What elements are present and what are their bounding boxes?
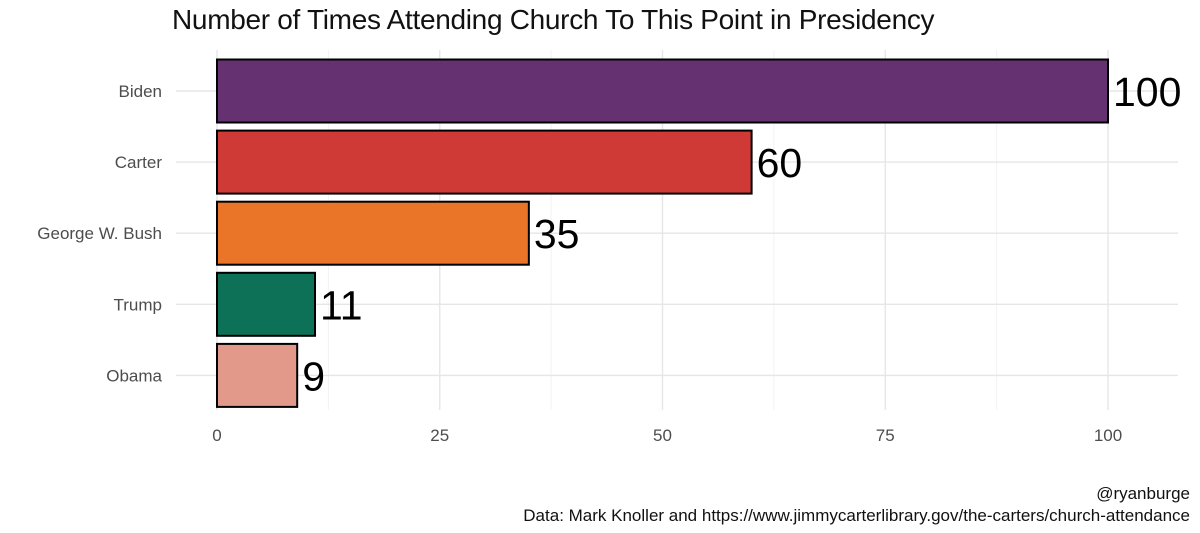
x-tick-label: 50 xyxy=(653,426,672,445)
data-label: 11 xyxy=(320,282,363,328)
x-tick-label: 25 xyxy=(430,426,449,445)
y-tick-label: Carter xyxy=(115,153,163,172)
data-label: 35 xyxy=(534,211,580,257)
bar-obama xyxy=(216,342,299,408)
bar-george-w-bush xyxy=(216,200,530,266)
y-axis-labels: Biden Carter George W. Bush Trump Obama xyxy=(37,82,162,385)
bar-trump xyxy=(216,271,317,337)
x-tick-label: 75 xyxy=(876,426,895,445)
chart-title: Number of Times Attending Church To This… xyxy=(172,4,935,35)
data-label: 60 xyxy=(757,140,803,186)
y-tick-label: Obama xyxy=(106,366,162,385)
y-tick-label: Trump xyxy=(114,295,163,314)
bars xyxy=(216,58,1109,408)
data-label: 100 xyxy=(1113,69,1181,115)
data-labels: 100 60 35 11 9 xyxy=(302,69,1181,399)
bar-carter xyxy=(216,129,753,195)
x-axis-labels: 0 25 50 75 100 xyxy=(212,426,1122,445)
data-label: 9 xyxy=(302,353,325,399)
caption-handle: @ryanburge xyxy=(1096,484,1190,503)
x-tick-label: 0 xyxy=(212,426,221,445)
caption-source: Data: Mark Knoller and https://www.jimmy… xyxy=(523,506,1190,525)
x-tick-label: 100 xyxy=(1094,426,1122,445)
y-tick-label: George W. Bush xyxy=(37,224,162,243)
y-tick-label: Biden xyxy=(119,82,162,101)
bar-biden xyxy=(216,58,1109,124)
